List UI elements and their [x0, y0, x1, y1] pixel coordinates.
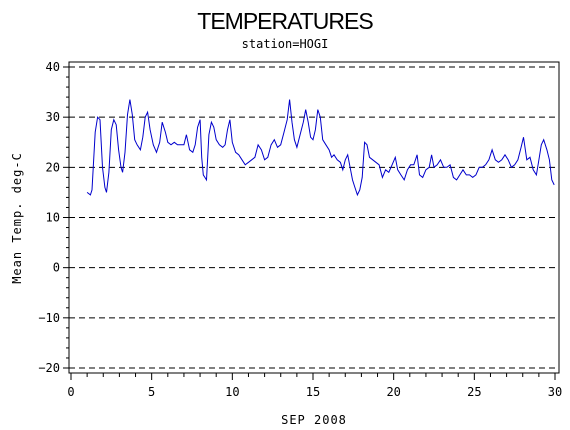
- x-tick-label: 15: [306, 385, 320, 399]
- y-tick-label: −10: [38, 311, 60, 325]
- y-tick-label: 10: [46, 211, 60, 225]
- series-line: [86, 99, 555, 197]
- chart-subtitle: station=HOGI: [242, 37, 329, 51]
- grid-lines: [69, 66, 559, 369]
- x-axis-label: SEP 2008: [281, 413, 347, 427]
- y-axis-label: Mean Temp. deg-C: [10, 152, 24, 284]
- y-tick-label: 0: [53, 261, 60, 275]
- x-tick-label: 10: [225, 385, 239, 399]
- chart-title: TEMPERATURES: [197, 8, 373, 34]
- x-tick-label: 25: [467, 385, 481, 399]
- y-tick-label: 40: [46, 60, 60, 74]
- x-tick-label: 0: [67, 385, 74, 399]
- x-tick-label: 5: [148, 385, 155, 399]
- y-axis: −20 −10 0 10 20 30 40: [38, 60, 69, 375]
- x-tick-label: 20: [386, 385, 400, 399]
- y-tick-label: −20: [38, 361, 60, 375]
- x-axis: 0 5 10 15 20 25 30: [67, 373, 562, 399]
- y-tick-label: 30: [46, 110, 60, 124]
- x-tick-label: 30: [548, 385, 562, 399]
- y-tick-label: 20: [46, 160, 60, 174]
